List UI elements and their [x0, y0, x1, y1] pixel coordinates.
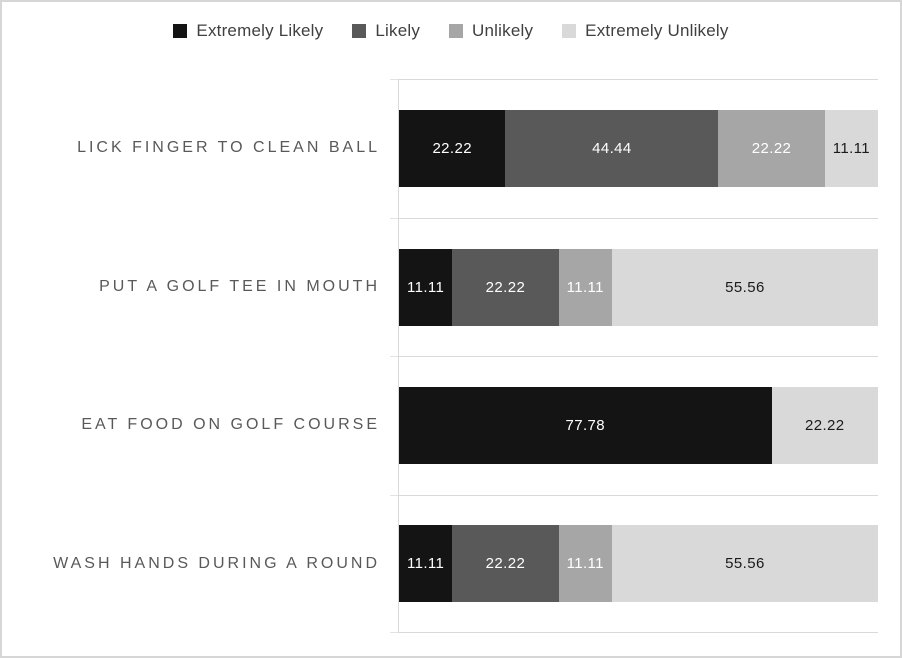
chart-row: LICK FINGER TO CLEAN BALL 22.22 44.44 22.22…	[2, 79, 878, 218]
bar-segment: 22.22	[452, 525, 559, 603]
bar-segment-label: 22.22	[805, 417, 845, 435]
chart-row: WASH HANDS DURING A ROUND 11.11 22.22 11.11…	[2, 494, 878, 633]
category-label: LICK FINGER TO CLEAN BALL	[77, 139, 380, 157]
bar-segment-label: 11.11	[832, 140, 871, 158]
legend: Extremely Likely Likely Unlikely Extremely …	[2, 21, 900, 41]
bar-segment: 77.78	[399, 387, 772, 465]
bar-segment-label: 11.11	[406, 555, 445, 573]
chart-row: EAT FOOD ON GOLF COURSE 77.78 22.22	[2, 356, 878, 495]
stacked-bar: 11.11 22.22 11.11 55.56	[399, 248, 878, 326]
bar-segment-label: 55.56	[725, 555, 765, 573]
legend-item: Extremely Unlikely	[562, 21, 728, 41]
bar-segment: 22.22	[452, 248, 559, 326]
bar-segment-label: 22.22	[485, 278, 526, 296]
bar-segment: 11.11	[399, 525, 453, 603]
bar-segment-label: 55.56	[725, 278, 765, 296]
bar-segment-label: 11.11	[566, 555, 604, 573]
legend-item: Extremely Likely	[173, 21, 323, 41]
bar-segment: 22.22	[718, 110, 825, 188]
bar-segment-label: 22.22	[751, 140, 792, 158]
plot-band: 22.22 44.44 22.22 11.11	[390, 79, 878, 218]
legend-item-label: Likely	[375, 21, 421, 40]
stacked-bar: 11.11 22.22 11.11 55.56	[399, 525, 878, 603]
bar-segment-label: 22.22	[485, 555, 526, 573]
bar-segment-label: 77.78	[565, 417, 606, 435]
legend-item: Unlikely	[449, 21, 533, 41]
bar-segment: 55.56	[611, 525, 878, 603]
legend-swatch-icon	[352, 24, 367, 38]
bar-segment: 22.22	[771, 387, 878, 465]
bar-segment: 44.44	[505, 110, 719, 188]
bar-segment: 22.22	[399, 110, 506, 188]
bar-segment: 11.11	[558, 248, 612, 326]
legend-item: Likely	[352, 21, 420, 41]
bar-segment-label: 11.11	[406, 278, 445, 296]
bar-segment: 11.11	[824, 110, 878, 188]
legend-item-label: Extremely Likely	[196, 21, 324, 40]
bar-segment: 55.56	[611, 248, 878, 326]
category-label: EAT FOOD ON GOLF COURSE	[81, 416, 380, 434]
bar-segment: 11.11	[399, 248, 453, 326]
legend-item-label: Unlikely	[472, 21, 534, 40]
category-label: WASH HANDS DURING A ROUND	[53, 554, 380, 572]
legend-swatch-icon	[173, 24, 188, 38]
plot-band: 11.11 22.22 11.11 55.56	[390, 494, 878, 633]
plot-band: 77.78 22.22	[390, 356, 878, 495]
category-label: PUT A GOLF TEE IN MOUTH	[99, 277, 380, 295]
chart-row: PUT A GOLF TEE IN MOUTH 11.11 22.22 11.11 55…	[2, 217, 878, 356]
legend-swatch-icon	[449, 24, 464, 38]
legend-item-label: Extremely Unlikely	[585, 21, 729, 40]
bar-segment-label: 22.22	[432, 140, 472, 158]
stacked-bar: 77.78 22.22	[399, 387, 878, 465]
stacked-bar: 22.22 44.44 22.22 11.11	[399, 110, 878, 188]
bar-segment-label: 44.44	[592, 140, 632, 158]
bar-segment: 11.11	[558, 525, 612, 603]
legend-swatch-icon	[562, 24, 577, 38]
stacked-bar-chart: LICK FINGER TO CLEAN BALL 22.22 44.44 22.22…	[2, 79, 878, 633]
bar-segment-label: 11.11	[566, 278, 604, 296]
plot-band: 11.11 22.22 11.11 55.56	[390, 217, 878, 356]
